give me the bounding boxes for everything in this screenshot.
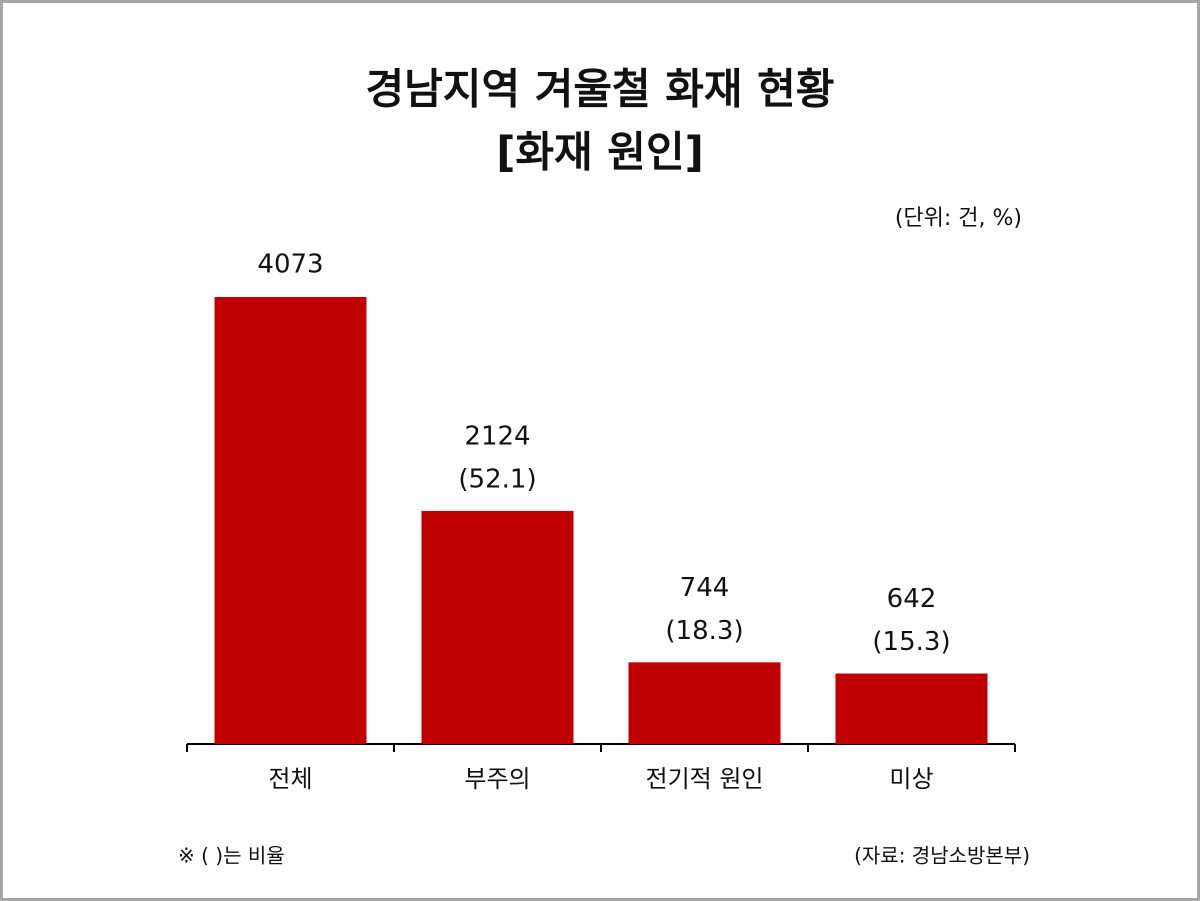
value-label: 2124 xyxy=(464,421,530,451)
share-label: (18.3) xyxy=(665,616,743,646)
bar xyxy=(835,673,988,744)
bar xyxy=(628,662,781,744)
share-label: (52.1) xyxy=(458,464,536,494)
x-tick-label: 전체 xyxy=(268,765,312,793)
share-label: (15.3) xyxy=(872,627,950,657)
chart-title: 경남지역 겨울철 화재 현황 xyxy=(366,65,835,114)
x-tick-label: 전기적 원인 xyxy=(645,765,763,793)
x-tick-label: 미상 xyxy=(889,765,933,793)
value-label: 4073 xyxy=(257,250,323,280)
value-label: 642 xyxy=(887,584,937,614)
unit-label: (단위: 건, %) xyxy=(895,206,1022,231)
source: (자료: 경남소방본부) xyxy=(854,844,1030,868)
bar xyxy=(421,510,574,744)
x-tick-label: 부주의 xyxy=(464,765,530,793)
footnote: ※ ( )는 비율 xyxy=(178,844,285,868)
chart-title: [화재 원인] xyxy=(496,128,704,177)
value-label: 744 xyxy=(680,573,730,603)
bar xyxy=(214,297,367,744)
